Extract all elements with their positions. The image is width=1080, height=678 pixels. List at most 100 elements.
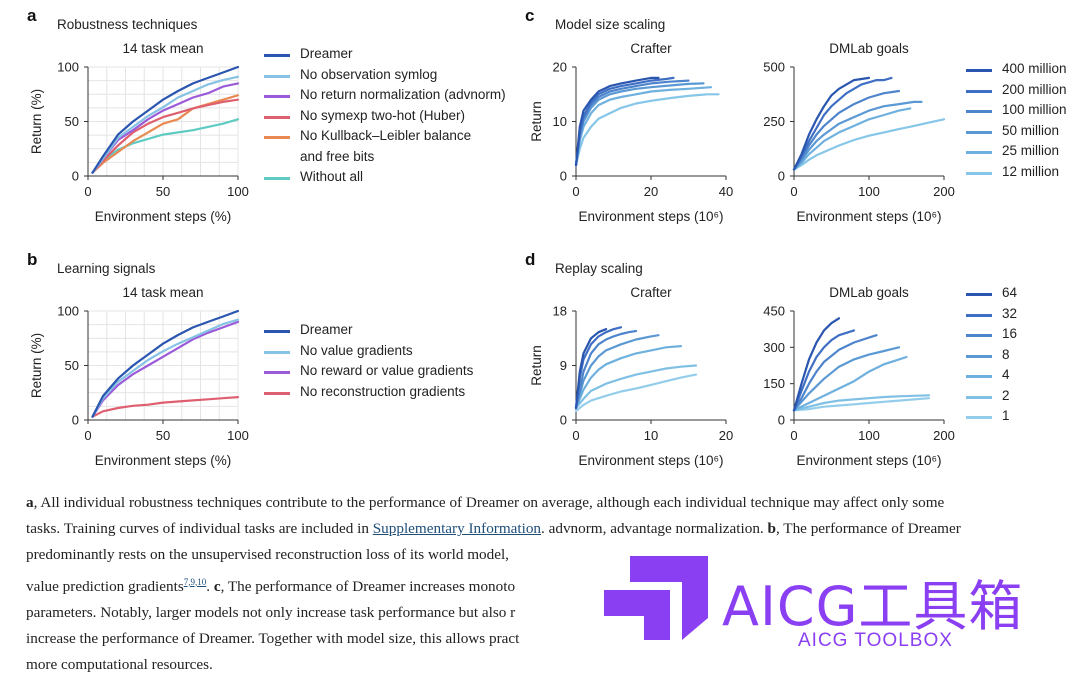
x-axis-label: Environment steps (10⁶)	[578, 209, 723, 224]
x-axis-label: Environment steps (10⁶)	[796, 209, 941, 224]
series-line	[574, 334, 660, 410]
caption-line-3: predominantly rests on the unsupervised …	[26, 542, 1056, 568]
legend-item: No reconstruction gradients	[264, 384, 473, 405]
legend-swatch	[966, 334, 992, 337]
subplot-title: 14 task mean	[122, 285, 203, 300]
series-line	[91, 395, 240, 418]
panel-a-title: Robustness techniques	[57, 17, 198, 32]
legend-label: 50 million	[1002, 122, 1060, 138]
series-line	[91, 75, 240, 174]
x-tick-label: 200	[933, 428, 955, 443]
caption-line-5: parameters. Notably, larger models not o…	[26, 600, 1056, 626]
y-tick-label: 50	[65, 114, 79, 129]
legend-item: No return normalization (advnorm)	[264, 87, 506, 108]
x-tick-label: 100	[858, 428, 880, 443]
legend-swatch	[966, 293, 992, 296]
legend-swatch	[966, 416, 992, 419]
y-axis-label: Return	[529, 101, 544, 142]
caption-text: , All individual robustness techniques c…	[33, 494, 945, 511]
chart-b: 14 task mean 0 50 100 0 50 100 Environment step…	[0, 280, 250, 480]
x-tick-label: 0	[84, 184, 91, 199]
chart-group: DMLab goals 0 100 200 0 150 300 450 Environment …	[763, 285, 955, 468]
y-tick-label: 0	[560, 169, 567, 184]
legend-label: No return normalization (advnorm)	[300, 87, 506, 102]
legend-item: 12 million	[966, 164, 1067, 185]
x-axis-label: Environment steps (10⁶)	[796, 453, 941, 468]
citation-ref[interactable]: 7,9,10	[183, 576, 207, 587]
series-line	[574, 93, 720, 167]
legend-item: 400 million	[966, 61, 1067, 82]
legend-swatch	[966, 375, 992, 378]
panel-ref: a	[26, 494, 34, 511]
legend-swatch	[264, 136, 290, 139]
legend-item: 200 million	[966, 82, 1067, 103]
caption-text: , The performance of Dreamer	[775, 520, 961, 538]
chart-group: 14 task mean 0 50 100 0 50 100 Environment step…	[29, 285, 249, 468]
subplot-title: 14 task mean	[122, 41, 203, 56]
series-line	[574, 76, 675, 167]
y-tick-label: 0	[72, 169, 79, 184]
legend-swatch	[966, 171, 992, 175]
caption-text: predominantly rests on the unsupervised …	[26, 546, 509, 564]
chart-svg: Crafter 0 20 40 0 10 20 Environment steps (10⁶)…	[529, 41, 733, 224]
legend-swatch	[966, 69, 992, 72]
x-tick-label: 200	[933, 184, 955, 199]
x-tick-label: 0	[84, 428, 91, 443]
legend-item: No symexp two-hot (Huber)	[264, 108, 506, 129]
x-axis-label: Environment steps (%)	[95, 453, 232, 468]
legend-c: 400 million 200 million 100 million 50 mill…	[966, 61, 1067, 184]
panel-ref: b	[767, 520, 776, 538]
legend-item: 8	[966, 347, 1017, 368]
chart-d-crafter: Crafter 0 10 20 0 9 18 Environment steps (10⁶) R…	[510, 280, 740, 480]
y-tick-label: 18	[553, 304, 567, 319]
chart-c-dmlab: DMLab goals 0 100 200 0 250 500 Environment ste…	[738, 36, 958, 236]
legend-item: 2	[966, 388, 1017, 409]
y-tick-label: 9	[560, 358, 567, 373]
legend-b: Dreamer No value gradients No reward or va…	[264, 322, 473, 404]
caption-line-4: value prediction gradients7,9,10. c, The…	[26, 569, 1056, 600]
chart-group: DMLab goals 0 100 200 0 250 500 Environment ste…	[763, 41, 955, 224]
x-tick-label: 100	[227, 428, 249, 443]
x-tick-label: 20	[644, 184, 658, 199]
chart-svg: DMLab goals 0 100 200 0 250 500 Environment ste…	[763, 41, 955, 224]
series-line	[91, 98, 240, 174]
panel-b-label: b	[27, 250, 38, 269]
supplementary-link[interactable]: Supplementary Information	[372, 520, 542, 538]
legend-swatch	[264, 177, 290, 180]
caption-text: . advnorm, advantage normalization.	[541, 520, 768, 538]
legend-label: 64	[1002, 285, 1018, 300]
x-tick-label: 0	[572, 184, 579, 199]
panel-a-label: a	[27, 6, 37, 25]
chart-d-dmlab: DMLab goals 0 100 200 0 150 300 450 Environment …	[738, 280, 958, 480]
legend-label: 4	[1002, 367, 1010, 382]
legend-swatch	[966, 354, 992, 358]
panel-c-title: Model size scaling	[555, 17, 666, 32]
legend-item: No observation symlog	[264, 67, 506, 88]
series-line	[792, 334, 878, 412]
series-line	[792, 76, 871, 171]
legend-label: 32	[1002, 305, 1018, 321]
legend-label: 2	[1002, 387, 1010, 403]
legend-label: Dreamer	[300, 46, 353, 61]
legend-item: 16	[966, 326, 1017, 347]
legend-label: No Kullback–Leibler balance	[300, 128, 472, 143]
y-tick-label: 50	[65, 358, 79, 373]
y-axis-label: Return (%)	[29, 89, 44, 154]
series-line	[574, 329, 638, 410]
x-tick-label: 0	[790, 184, 797, 199]
subplot-title: DMLab goals	[829, 41, 909, 56]
caption-line-2: tasks. Training curves of individual tas…	[26, 516, 1056, 542]
legend-label: 400 million	[1002, 61, 1067, 76]
series-line	[792, 394, 931, 412]
x-axis-label: Environment steps (10⁶)	[578, 453, 723, 468]
series-line	[574, 79, 690, 167]
legend-swatch	[264, 95, 290, 98]
panel-ref: c	[213, 577, 221, 595]
y-tick-label: 0	[778, 413, 785, 428]
legend-swatch	[264, 74, 290, 78]
series-line	[792, 346, 901, 412]
legend-label: No reconstruction gradients	[300, 383, 466, 399]
legend-swatch	[264, 330, 290, 333]
caption-text: , The performance of Dreamer increases m…	[220, 577, 516, 595]
legend-swatch	[966, 130, 992, 134]
